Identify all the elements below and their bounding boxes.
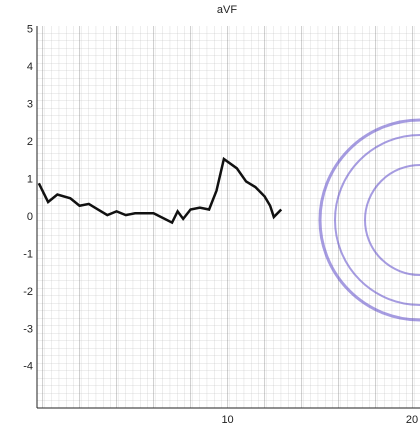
line [37, 156, 283, 225]
chart-title: aVF [217, 4, 237, 16]
x-tick-label: 10 [221, 414, 233, 426]
y-tick-label: -1 [23, 248, 33, 260]
x-tick-label: 20 [406, 414, 418, 426]
y-tick-label: 5 [27, 24, 33, 36]
y-tick-label: 0 [27, 211, 33, 223]
y-tick-label: 1 [27, 173, 33, 185]
major-grid [37, 26, 420, 408]
y-tick-label: -4 [23, 361, 33, 373]
y-tick-label: 2 [27, 136, 33, 148]
y-tick-label: -2 [23, 286, 33, 298]
stamp [318, 118, 420, 322]
y-tick-label: 4 [27, 61, 33, 73]
y-tick-label: -3 [23, 323, 33, 335]
y-tick-label: 3 [27, 99, 33, 111]
